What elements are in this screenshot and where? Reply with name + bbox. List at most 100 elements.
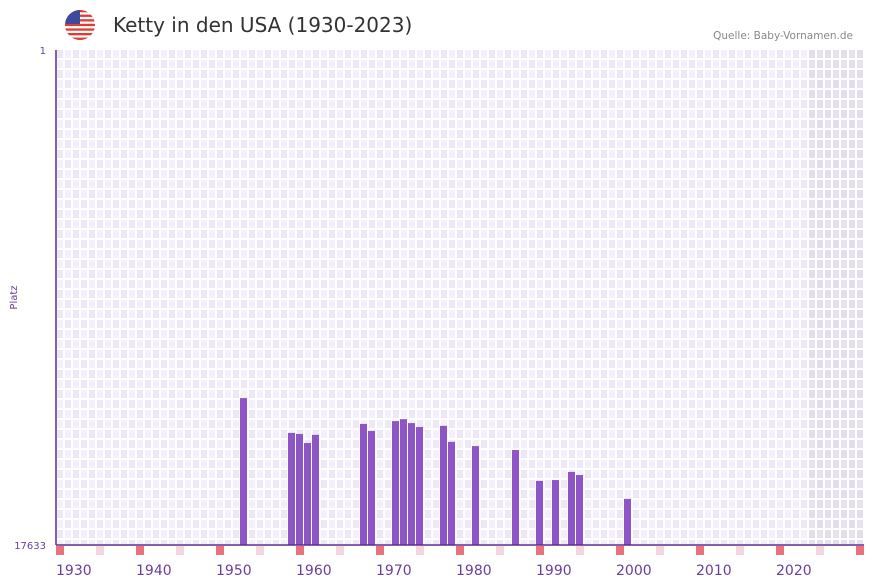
grid-cell <box>225 160 231 168</box>
grid-cell <box>185 260 191 268</box>
grid-cell <box>313 270 319 278</box>
grid-cell <box>177 390 183 398</box>
grid-cell <box>425 480 431 488</box>
grid-cell <box>321 430 327 438</box>
grid-cell <box>569 220 575 228</box>
grid-cell <box>713 410 719 418</box>
grid-cell <box>665 280 671 288</box>
grid-cell <box>673 510 679 518</box>
grid-cell <box>321 60 327 68</box>
grid-cell <box>729 470 735 478</box>
grid-cell <box>113 500 119 508</box>
grid-cell <box>265 320 271 328</box>
grid-cell <box>257 490 263 498</box>
grid-cell <box>777 150 783 158</box>
grid-cell <box>497 350 503 358</box>
grid-cell <box>113 350 119 358</box>
grid-cell <box>625 410 631 418</box>
grid-cell <box>345 320 351 328</box>
grid-cell <box>633 380 639 388</box>
grid-cell <box>817 360 823 368</box>
grid-cell <box>345 430 351 438</box>
grid-cell <box>593 530 599 538</box>
grid-cell <box>321 80 327 88</box>
grid-cell <box>489 440 495 448</box>
grid-cell <box>649 430 655 438</box>
grid-cell <box>705 490 711 498</box>
grid-cell <box>697 250 703 258</box>
grid-cell <box>465 530 471 538</box>
grid-cell <box>537 290 543 298</box>
grid-cell <box>361 110 367 118</box>
grid-cell <box>785 50 791 58</box>
grid-cell <box>569 290 575 298</box>
grid-cell <box>129 400 135 408</box>
grid-cell <box>465 380 471 388</box>
grid-cell <box>809 490 815 498</box>
grid-cell <box>625 420 631 428</box>
grid-cell <box>737 380 743 388</box>
grid-cell <box>601 390 607 398</box>
grid-cell <box>761 390 767 398</box>
grid-cell <box>513 80 519 88</box>
grid-cell <box>441 170 447 178</box>
grid-cell <box>305 50 311 58</box>
grid-cell <box>801 310 807 318</box>
grid-cell <box>721 400 727 408</box>
grid-cell <box>217 350 223 358</box>
grid-cell <box>497 50 503 58</box>
grid-cell <box>81 200 87 208</box>
grid-cell <box>841 220 847 228</box>
grid-cell <box>313 190 319 198</box>
grid-cell <box>577 60 583 68</box>
grid-cell <box>641 90 647 98</box>
grid-cell <box>673 70 679 78</box>
grid-cell <box>801 60 807 68</box>
grid-cell <box>73 120 79 128</box>
grid-cell <box>105 220 111 228</box>
grid-cell <box>641 120 647 128</box>
grid-cell <box>201 280 207 288</box>
grid-cell <box>785 260 791 268</box>
grid-cell <box>425 420 431 428</box>
grid-cell <box>129 430 135 438</box>
grid-cell <box>457 520 463 528</box>
grid-cell <box>409 270 415 278</box>
grid-cell <box>321 390 327 398</box>
grid-cell <box>81 170 87 178</box>
grid-cell <box>65 440 71 448</box>
grid-cell <box>113 390 119 398</box>
grid-cell <box>609 290 615 298</box>
grid-cell <box>713 530 719 538</box>
grid-cell <box>73 490 79 498</box>
grid-cell <box>233 210 239 218</box>
grid-cell <box>249 340 255 348</box>
grid-cell <box>337 220 343 228</box>
grid-cell <box>57 470 63 478</box>
grid-cell <box>225 390 231 398</box>
grid-cell <box>425 410 431 418</box>
grid-cell <box>537 340 543 348</box>
grid-cell <box>577 220 583 228</box>
grid-cell <box>713 170 719 178</box>
grid-cell <box>777 380 783 388</box>
grid-cell <box>121 50 127 58</box>
grid-cell <box>665 100 671 108</box>
grid-cell <box>273 80 279 88</box>
grid-cell <box>561 80 567 88</box>
grid-cell <box>577 350 583 358</box>
grid-cell <box>281 280 287 288</box>
grid-cell <box>385 230 391 238</box>
grid-cell <box>289 340 295 348</box>
grid-cell <box>793 250 799 258</box>
grid-cell <box>617 200 623 208</box>
source-link[interactable]: Quelle: Baby-Vornamen.de <box>713 30 853 42</box>
grid-cell <box>777 430 783 438</box>
grid-cell <box>841 410 847 418</box>
grid-cell <box>297 110 303 118</box>
grid-cell <box>593 50 599 58</box>
grid-cell <box>169 480 175 488</box>
grid-cell <box>825 480 831 488</box>
grid-cell <box>833 460 839 468</box>
grid-cell <box>657 340 663 348</box>
